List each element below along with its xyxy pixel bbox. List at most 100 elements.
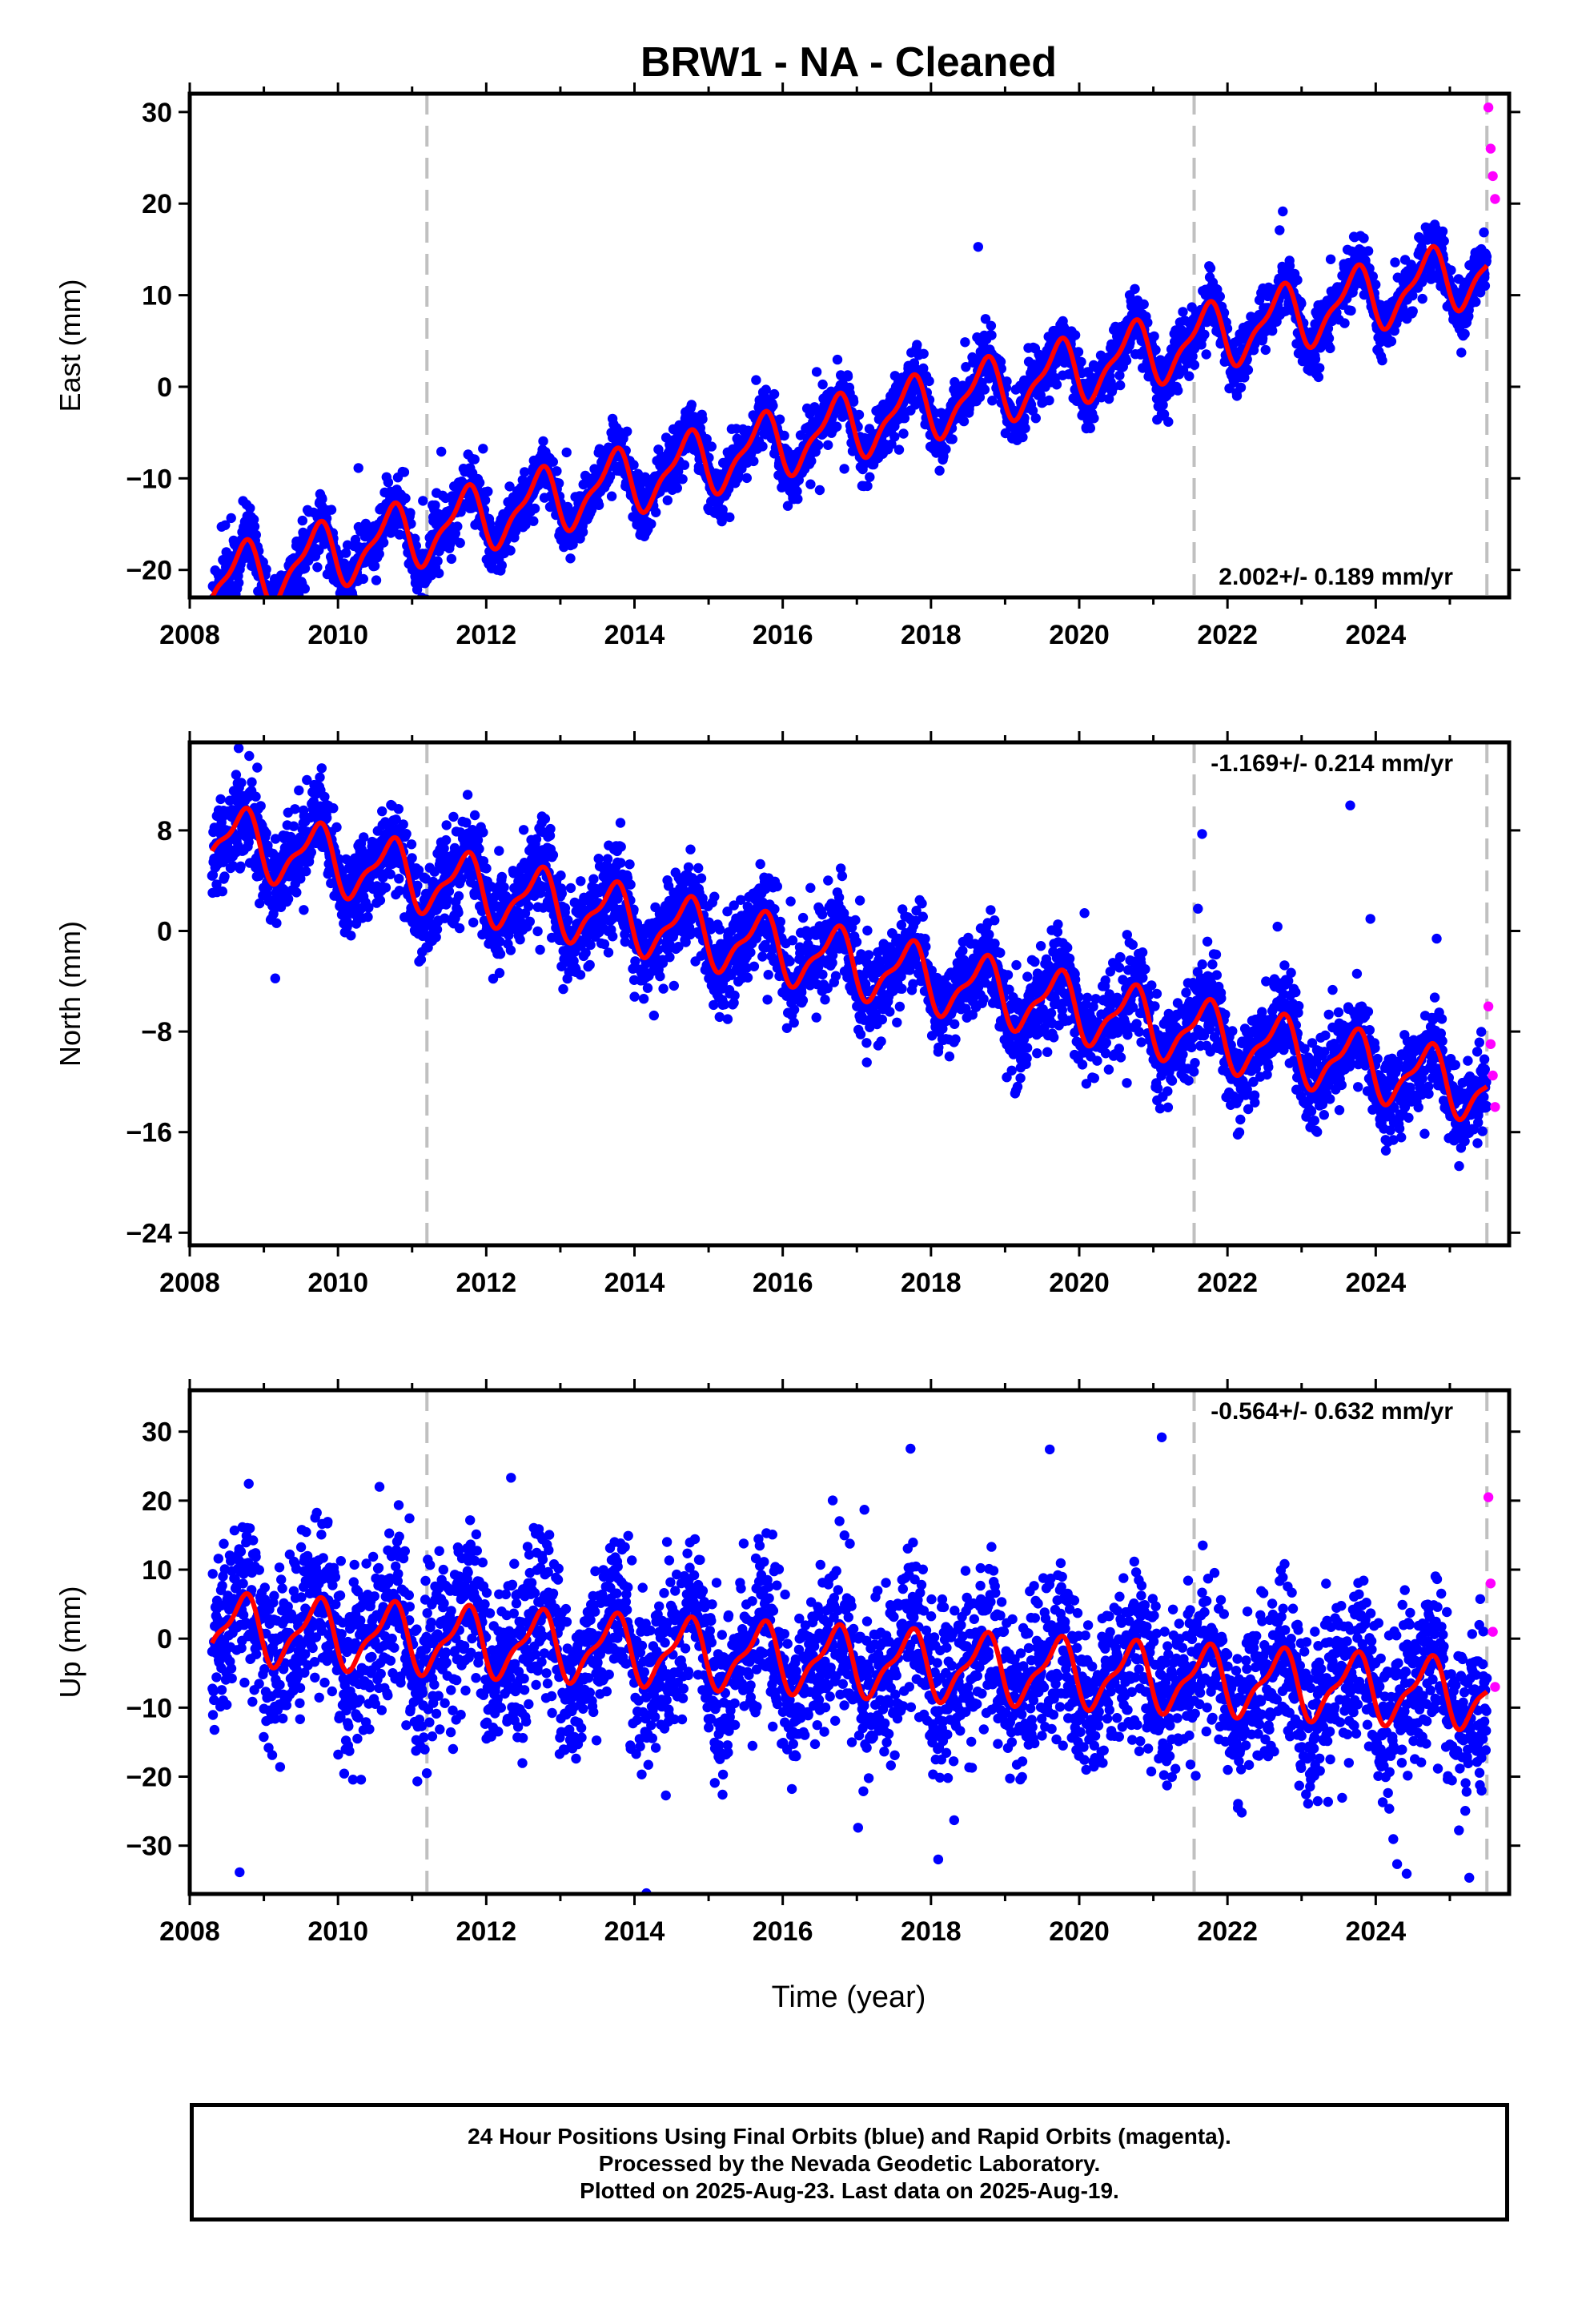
data-point	[842, 372, 853, 382]
data-point	[1201, 349, 1211, 360]
data-point	[823, 440, 833, 450]
data-point	[768, 400, 778, 411]
data-point	[406, 839, 417, 850]
data-point	[986, 330, 997, 340]
data-point	[1231, 391, 1243, 401]
data-point	[1199, 329, 1210, 340]
data-point	[480, 495, 491, 505]
data-point	[528, 516, 539, 526]
data-point	[453, 907, 464, 918]
data-point	[741, 472, 752, 484]
data-point	[628, 460, 639, 470]
data-point	[299, 905, 309, 915]
data-point	[462, 790, 473, 800]
data-point	[1310, 354, 1321, 364]
data-point	[832, 354, 843, 365]
data-point	[1446, 265, 1456, 275]
data-point	[342, 601, 351, 610]
data-point	[563, 915, 573, 926]
data-point	[950, 376, 960, 388]
data-point	[263, 606, 272, 616]
data-point	[1456, 348, 1467, 358]
data-point	[271, 918, 282, 928]
data-point	[912, 340, 922, 350]
data-point	[793, 493, 803, 505]
data-point	[328, 803, 339, 814]
data-point	[576, 876, 586, 887]
rate-label: 2.002+/- 0.189 mm/yr	[1219, 564, 1453, 590]
data-point	[980, 314, 991, 324]
data-point	[1296, 298, 1307, 309]
data-point	[792, 486, 802, 497]
data-point	[974, 392, 986, 403]
y-tick-label: 20	[142, 189, 172, 219]
data-point	[504, 481, 515, 492]
data-layer	[207, 743, 1500, 1172]
data-point	[469, 454, 480, 464]
data-point	[430, 500, 440, 511]
data-point	[363, 911, 373, 923]
data-point	[524, 916, 535, 927]
data-point	[494, 846, 504, 856]
data-point	[898, 428, 909, 439]
data-point	[1313, 372, 1324, 383]
data-point	[918, 348, 929, 359]
data-point	[1323, 323, 1334, 334]
data-point	[283, 894, 294, 904]
x-tick-label: 2020	[1049, 620, 1110, 650]
data-point	[496, 871, 508, 883]
data-point	[1215, 292, 1226, 302]
data-point	[1163, 416, 1174, 427]
data-point	[813, 440, 824, 451]
data-point	[672, 483, 682, 493]
data-point	[1346, 305, 1356, 316]
data-point	[934, 465, 945, 476]
data-point	[440, 834, 452, 846]
data-point	[725, 512, 735, 523]
data-point	[560, 903, 571, 914]
data-point	[322, 813, 332, 823]
data-point	[524, 901, 534, 911]
x-tick-label: 2012	[456, 620, 517, 650]
data-point	[209, 601, 219, 610]
data-point	[769, 388, 780, 400]
data-point	[255, 801, 266, 811]
data-point	[686, 400, 697, 410]
data-point	[495, 949, 506, 959]
data-point	[673, 466, 684, 476]
data-point	[1315, 363, 1325, 373]
data-point	[941, 444, 951, 455]
x-tick-label: 2022	[1197, 620, 1258, 650]
data-point	[483, 486, 493, 497]
data-point	[249, 521, 260, 532]
data-point	[1115, 380, 1126, 391]
data-point	[326, 505, 337, 515]
data-point	[1439, 235, 1449, 247]
data-point	[339, 558, 350, 569]
data-point	[540, 814, 551, 824]
data-point	[1407, 306, 1418, 316]
data-point	[378, 537, 389, 548]
data-point	[505, 945, 516, 955]
data-point	[261, 828, 271, 838]
data-point	[1267, 325, 1278, 336]
data-point	[862, 480, 873, 492]
data-point	[235, 861, 246, 872]
data-point	[259, 608, 269, 617]
data-point	[219, 871, 230, 882]
data-point	[646, 519, 656, 529]
y-axis-title: East (mm)	[54, 279, 86, 412]
data-point	[236, 778, 247, 788]
data-point	[918, 363, 929, 374]
data-point	[853, 409, 865, 420]
y-tick-label: 10	[142, 281, 172, 312]
data-point	[520, 467, 530, 477]
data-point	[264, 606, 274, 616]
data-point	[577, 527, 588, 537]
data-point	[1089, 413, 1099, 424]
x-tick-label: 2010	[307, 620, 368, 650]
data-point	[418, 496, 428, 506]
data-point	[604, 471, 616, 482]
